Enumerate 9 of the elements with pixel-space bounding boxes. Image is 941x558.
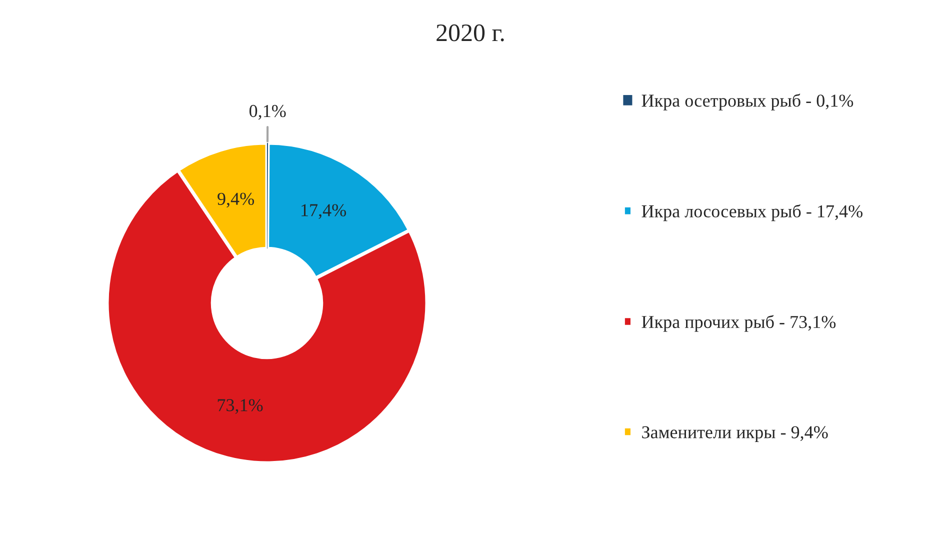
legend-label: Икра лососевых рыб - 17,4% [642, 204, 862, 222]
data-label: 17,4% [302, 204, 346, 219]
data-label: 9,4% [218, 192, 254, 208]
legend-label: Икра прочих рыб - 73,1% [642, 314, 836, 332]
data-label: 0,1% [249, 104, 286, 120]
legend-label: Икра осетровых рыб - 0,1% [642, 94, 854, 110]
legend-label: Заменители икры - 9,4% [642, 426, 828, 442]
chart-title: 2020 г. [436, 24, 504, 42]
data-label: 73,1% [218, 399, 263, 414]
